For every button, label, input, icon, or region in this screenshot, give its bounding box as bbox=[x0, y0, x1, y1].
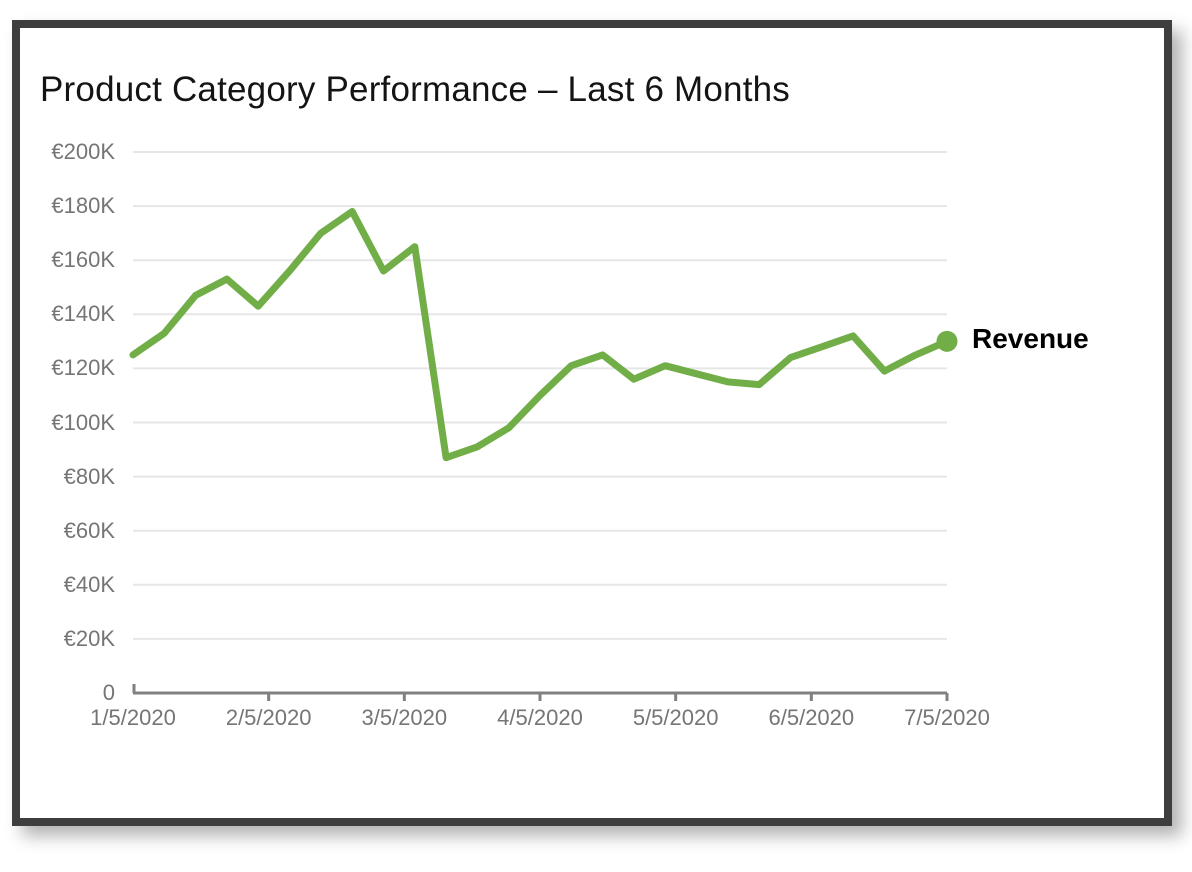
y-axis-tick-label: €40K bbox=[63, 571, 115, 597]
y-axis-tick-label: €60K bbox=[63, 517, 115, 543]
y-axis-tick-label: €160K bbox=[51, 247, 115, 273]
chart-title: Product Category Performance – Last 6 Mo… bbox=[40, 70, 791, 109]
y-axis-tick-label: €200K bbox=[51, 139, 115, 164]
y-axis-tick-label: €80K bbox=[63, 463, 115, 489]
series-legend-revenue: Revenue bbox=[972, 323, 1089, 355]
y-axis-tick-label: €120K bbox=[51, 355, 115, 381]
line-end-marker[interactable] bbox=[936, 330, 958, 352]
y-axis-tick-label: €140K bbox=[51, 301, 115, 327]
y-axis-tick-label: 0 bbox=[102, 680, 115, 705]
x-axis-tick-label: 2/5/2020 bbox=[225, 705, 312, 730]
x-axis-tick-label: 7/5/2020 bbox=[904, 705, 990, 730]
y-axis-tick-label: €20K bbox=[63, 625, 115, 651]
x-axis-tick-label: 4/5/2020 bbox=[497, 705, 583, 730]
x-axis-tick-label: 5/5/2020 bbox=[632, 705, 719, 730]
revenue-line[interactable] bbox=[129, 208, 951, 462]
x-axis-tick-label: 3/5/2020 bbox=[361, 705, 448, 730]
y-axis-tick-label: €100K bbox=[51, 409, 115, 435]
x-axis-tick-label: 1/5/2020 bbox=[90, 705, 176, 730]
y-axis-tick-label: €180K bbox=[51, 193, 115, 219]
x-axis-tick-label: 6/5/2020 bbox=[768, 705, 855, 730]
